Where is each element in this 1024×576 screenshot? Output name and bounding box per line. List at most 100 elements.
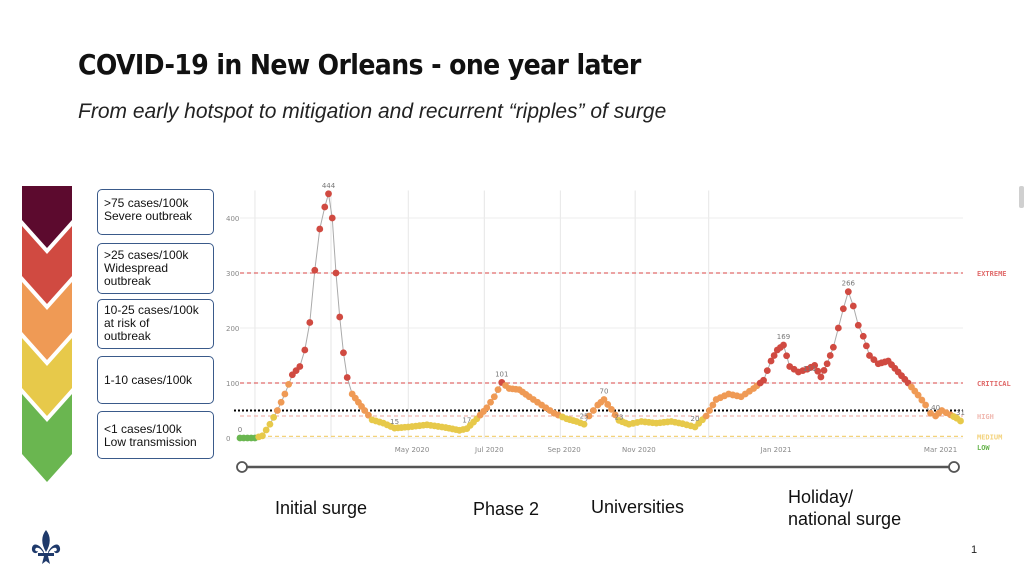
data-point: [340, 349, 347, 357]
legend-item-moderate: 1-10 cases/100k: [97, 356, 214, 404]
data-point: [270, 413, 278, 421]
threshold-label: EXTREME: [977, 270, 1007, 278]
data-point: [604, 401, 612, 408]
threshold-label: CRITICAL: [977, 380, 1011, 388]
data-point: [814, 367, 822, 375]
data-point: [494, 386, 502, 393]
annotation-label: 169: [777, 333, 790, 341]
page-number: 1: [971, 544, 978, 556]
legend-label: 1-10 cases/100k: [104, 373, 193, 387]
y-tick-label: 200: [226, 325, 239, 333]
annotation-label: 20: [691, 415, 700, 423]
phase-label-holiday-surge: Holiday/ national surge: [788, 487, 902, 529]
data-point: [281, 390, 289, 398]
threshold-label: LOW: [977, 444, 990, 452]
annotation-label: 17: [462, 417, 471, 425]
timeline-end-handle[interactable]: [948, 461, 960, 473]
phase-label-universities: Universities: [591, 497, 685, 517]
legend-label: >25 cases/100k Widespread outbreak: [104, 248, 189, 288]
slide-subtitle: From early hotspot to mitigation and rec…: [78, 100, 667, 123]
annotation-label: 70: [600, 388, 609, 396]
data-point: [826, 352, 834, 359]
data-point: [870, 356, 878, 364]
data-point: [600, 396, 608, 403]
legend-chevron-severe: [22, 186, 72, 248]
data-point: [487, 398, 494, 406]
annotation-label: 31: [956, 409, 965, 417]
legend-label: >75 cases/100k Severe outbreak: [104, 196, 193, 223]
data-point: [817, 373, 825, 381]
y-tick-label: 100: [226, 380, 239, 388]
data-point: [580, 420, 588, 428]
data-point: [839, 305, 847, 313]
data-point: [266, 420, 274, 428]
data-point: [862, 342, 870, 350]
legend-chevron-widespread: [22, 226, 72, 304]
chevron-arrow-icon: [22, 186, 72, 482]
legend-item-severe: >75 cases/100k Severe outbreak: [97, 189, 214, 235]
timeline-start-handle[interactable]: [236, 461, 248, 473]
phase-label-initial-surge: Initial surge: [275, 498, 368, 518]
data-point: [849, 302, 857, 310]
data-point: [854, 321, 862, 329]
x-tick-label: Nov 2020: [622, 446, 656, 454]
data-point: [277, 398, 285, 406]
data-point: [763, 367, 771, 375]
legend-item-at-risk: 10-25 cases/100k at risk of outbreak: [97, 299, 214, 349]
y-tick-label: 0: [226, 435, 230, 443]
data-point: [332, 269, 340, 277]
data-point: [490, 393, 498, 401]
data-point: [706, 407, 713, 414]
data-point: [767, 357, 775, 365]
data-point: [325, 190, 332, 198]
data-point: [259, 432, 266, 440]
y-tick-label: 300: [226, 270, 239, 278]
data-point: [844, 288, 852, 296]
threshold-label: HIGH: [977, 413, 994, 421]
x-tick-label: Jul 2020: [474, 446, 504, 454]
data-point: [866, 352, 873, 359]
data-point: [918, 396, 926, 404]
data-point: [336, 313, 344, 321]
data-point: [321, 203, 329, 211]
phase-label-phase-2: Phase 2: [473, 499, 540, 519]
x-tick-label: May 2020: [395, 446, 430, 454]
data-point: [296, 363, 304, 370]
data-point: [611, 411, 619, 419]
data-point: [311, 266, 319, 274]
data-point: [834, 324, 842, 332]
data-point: [914, 391, 922, 399]
data-point: [589, 407, 597, 414]
data-point: [823, 360, 831, 368]
legend-label: 10-25 cases/100k at risk of outbreak: [104, 303, 199, 343]
legend-label: <1 cases/100k Low transmission: [104, 422, 197, 449]
data-point: [361, 407, 369, 414]
data-point: [585, 412, 593, 420]
slide-title: COVID-19 in New Orleans - one year later: [78, 48, 641, 81]
data-point: [927, 409, 934, 417]
data-point: [820, 366, 828, 374]
data-point: [859, 332, 867, 340]
data-point: [364, 411, 372, 419]
data-point: [343, 374, 351, 381]
legend-chevron-low: [22, 394, 72, 482]
risk-level-legend: >75 cases/100k Severe outbreak >25 cases…: [22, 186, 214, 486]
data-point: [285, 380, 293, 388]
data-point: [328, 214, 336, 222]
annotation-label: 25: [580, 412, 589, 420]
x-tick-label: Jan 2021: [760, 446, 792, 454]
data-point: [829, 343, 837, 351]
annotation-label: 15: [390, 418, 399, 426]
x-tick-label: Sep 2020: [547, 446, 580, 454]
annotation-label: 444: [322, 182, 336, 190]
data-point: [273, 407, 281, 414]
data-point: [301, 346, 309, 354]
threshold-label: MEDIUM: [977, 433, 1002, 441]
data-point: [262, 426, 270, 434]
data-point: [608, 406, 615, 413]
data-point: [709, 401, 717, 409]
x-tick-label: Mar 2021: [924, 446, 957, 454]
data-point: [702, 412, 710, 420]
annotation-label: 0: [238, 426, 242, 434]
